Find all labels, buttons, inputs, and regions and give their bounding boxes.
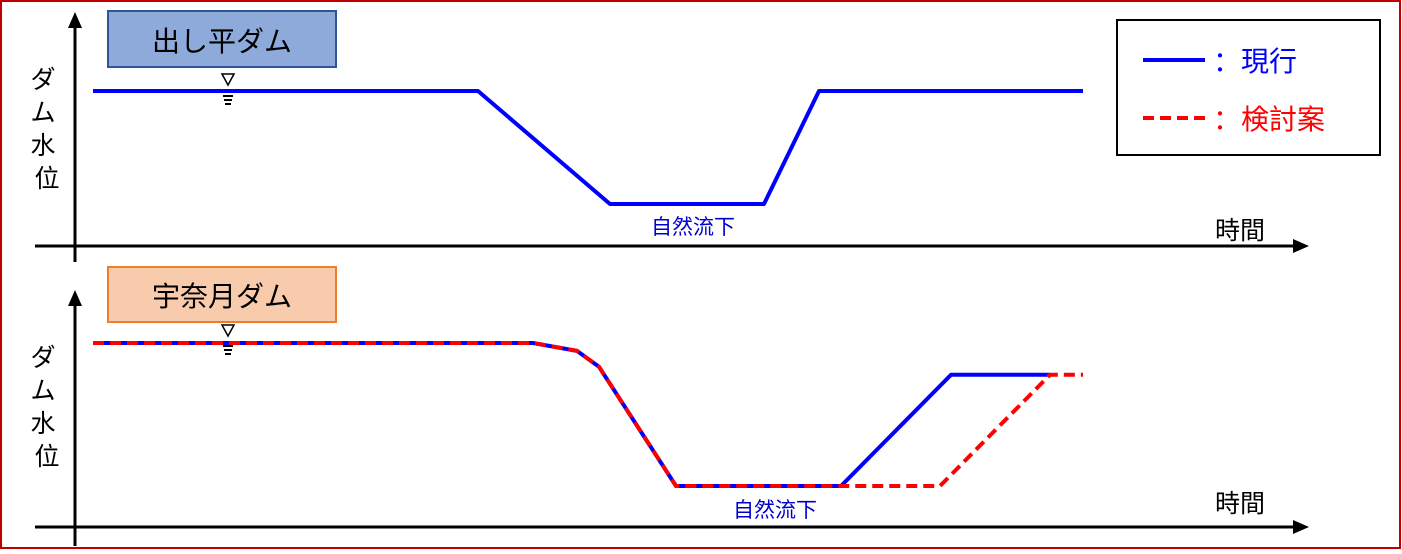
- panel1-x-label: 時間: [1215, 216, 1265, 245]
- panel1-y-label-char: 水: [31, 131, 56, 160]
- panel2-x-label: 時間: [1215, 489, 1265, 518]
- panel2-water-level-symbol: [220, 324, 236, 355]
- panel2-y-label: ダ ム 水 位: [31, 343, 64, 471]
- panel1-y-label: ダ ム 水 位: [31, 65, 64, 193]
- panel2-title-box: [107, 266, 337, 323]
- panel2-series-group: [93, 341, 1083, 488]
- legend-proposal-label: ：検討案: [1213, 103, 1325, 136]
- panel1-x-axis-arrow: [1293, 239, 1309, 253]
- water-level-triangle: [220, 73, 236, 87]
- panel1-current-line: [93, 89, 1083, 206]
- panel2-x-axis-arrow: [1293, 520, 1309, 534]
- panel1-y-label-char: 位: [34, 164, 59, 193]
- panel2-proposal-line: [93, 341, 1083, 488]
- panel1-series-group: [93, 89, 1083, 206]
- legend-current-label: ：現行: [1213, 45, 1297, 78]
- panel2-current-line: [93, 341, 1050, 488]
- legend: ：現行 ：検討案: [1116, 19, 1381, 156]
- legend-box: [1116, 19, 1381, 156]
- panel1-y-label-char: ム: [31, 98, 56, 127]
- panel1-water-level-symbol: [220, 73, 236, 105]
- panel1-y-label-char: ダ: [31, 65, 56, 94]
- panel2-y-label-char: ム: [31, 376, 56, 405]
- panel-dashidaira: 出し平ダム ダ ム 水 位 時間 自然流下: [31, 10, 1309, 262]
- panel1-title-box: [107, 10, 337, 68]
- panel2-title: 宇奈月ダム: [152, 280, 292, 313]
- panel2-annotation: 自然流下: [733, 498, 817, 522]
- panel2-y-label-char: 水: [31, 409, 56, 438]
- panel1-title: 出し平ダム: [152, 25, 292, 58]
- panel2-y-label-char: 位: [34, 442, 59, 471]
- panel-unazuki: 宇奈月ダム ダ ム 水 位 時間 自然流下: [31, 266, 1309, 546]
- panel2-y-label-char: ダ: [31, 343, 56, 372]
- panel2-y-axis-arrow: [68, 290, 82, 306]
- panel1-annotation: 自然流下: [651, 215, 735, 239]
- panel1-y-axis-arrow: [68, 12, 82, 28]
- water-level-triangle: [220, 324, 236, 338]
